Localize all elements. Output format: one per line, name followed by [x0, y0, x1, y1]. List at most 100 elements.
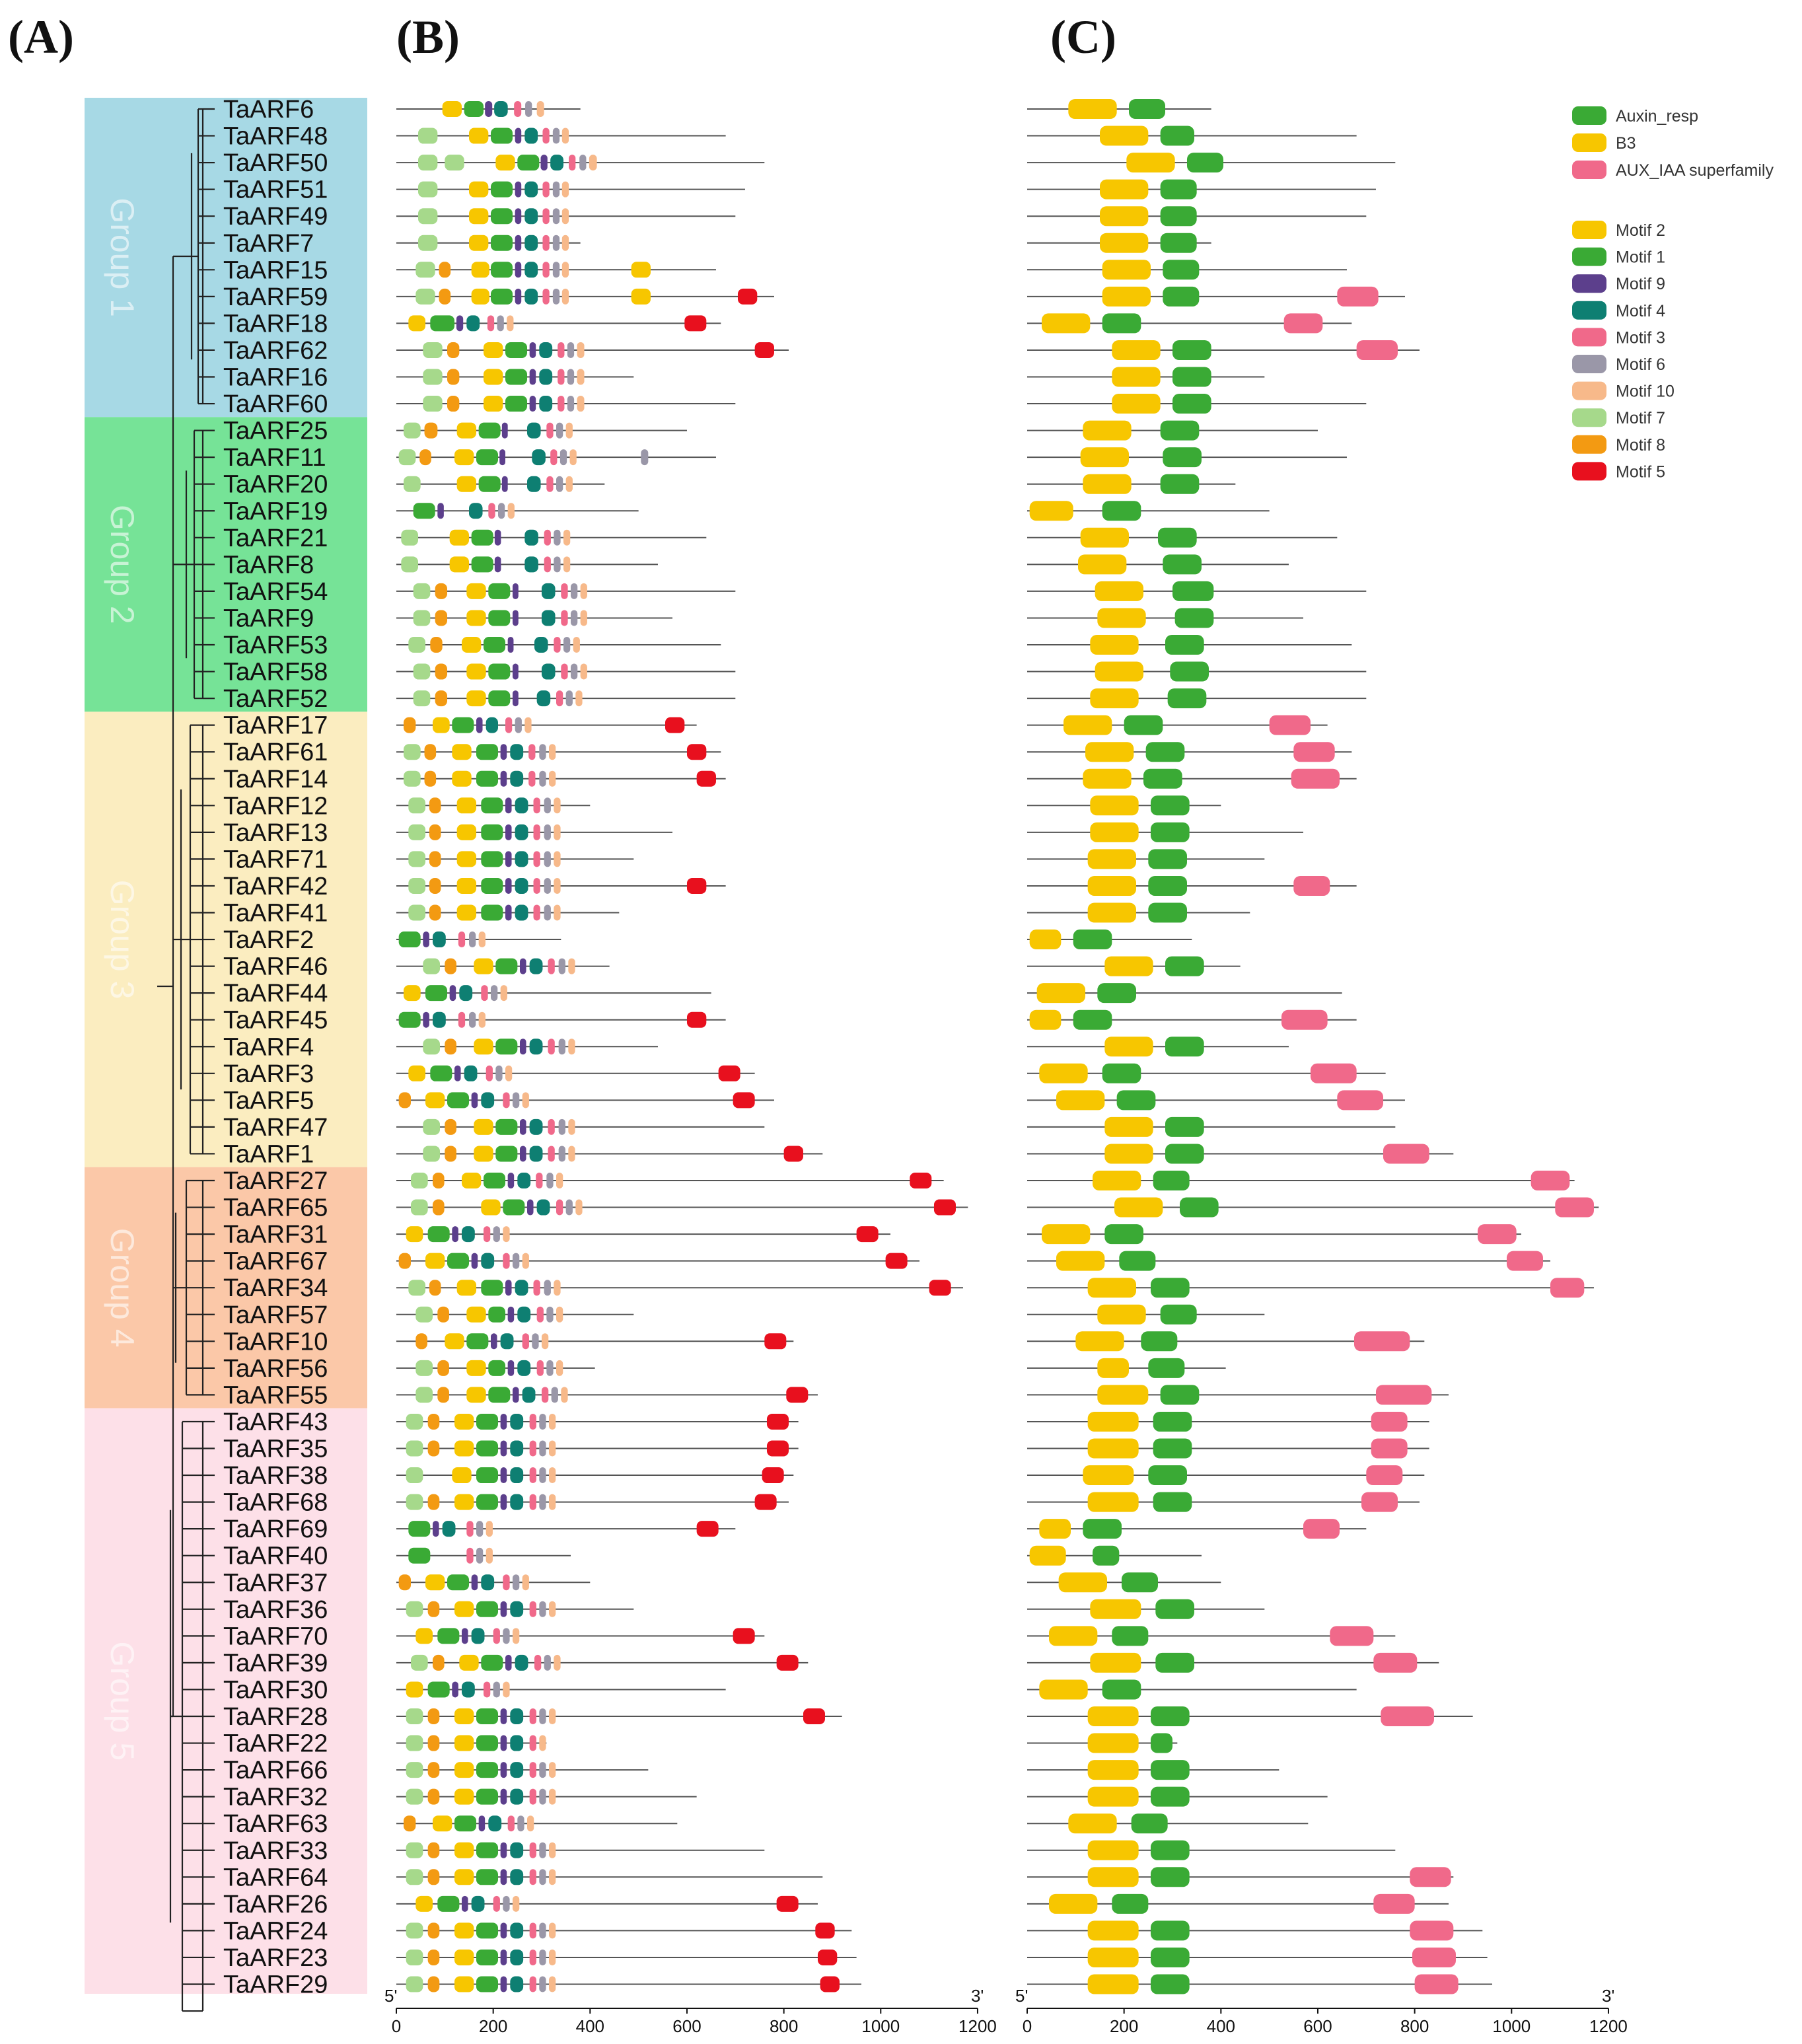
motif-box [529, 1440, 536, 1457]
motif-box [490, 181, 513, 198]
motif-box [430, 637, 443, 653]
motif-box [499, 449, 505, 466]
motif-box [766, 1440, 789, 1457]
axis-tick-label: 400 [1207, 2016, 1235, 2036]
motif-box [476, 1547, 484, 1564]
domain-box [1506, 1251, 1543, 1271]
motif-box [541, 1387, 549, 1403]
motif-box [529, 1869, 536, 1885]
motif-box [548, 1869, 556, 1885]
domain-box [1085, 742, 1134, 762]
legend-label: Motif 1 [1616, 248, 1665, 267]
motif-box [449, 529, 469, 546]
motif-box [493, 1628, 500, 1644]
motif-box [505, 877, 512, 894]
domain-box [1165, 1037, 1204, 1057]
motif-box [435, 583, 447, 599]
domain-box [1092, 1171, 1141, 1190]
motif-box [419, 449, 431, 466]
motif-box [507, 1306, 515, 1323]
motif-box [577, 396, 585, 412]
domain-box [1172, 581, 1214, 601]
motif-box [495, 1146, 518, 1162]
gene-name: TaARF8 [223, 551, 314, 579]
motif-box [534, 637, 548, 653]
motif-box [471, 1628, 485, 1644]
motif-box [424, 770, 437, 787]
motif-box [529, 1467, 536, 1484]
motif-box [548, 1494, 556, 1510]
motif-box [529, 1735, 536, 1751]
motif-box [447, 396, 460, 412]
motif-box [427, 1681, 450, 1698]
motif-box [933, 1199, 956, 1216]
motif-box [539, 369, 553, 385]
motif-box [476, 1842, 498, 1858]
motif-box [488, 1360, 505, 1376]
motif-box [410, 1654, 428, 1671]
motif-box [427, 1762, 440, 1778]
motif-box [490, 208, 513, 225]
domain-box [1121, 1572, 1158, 1593]
gene-name: TaARF53 [223, 632, 328, 659]
motif-box [512, 663, 519, 680]
motif-box [468, 931, 476, 948]
domain-box [1087, 1974, 1139, 1994]
motif-box [539, 770, 546, 787]
legend-swatch [1572, 274, 1606, 293]
domain-box [1150, 1786, 1190, 1807]
motif-box [497, 315, 504, 332]
motif-box [429, 904, 441, 921]
motif-box [476, 1494, 498, 1510]
motif-box [510, 1869, 524, 1885]
domain-box [1119, 1251, 1156, 1271]
motif-box [556, 1360, 563, 1376]
domain-box [1068, 99, 1117, 119]
axis-tick-label: 0 [392, 2016, 401, 2036]
motif-box [524, 208, 538, 225]
motif-box [539, 1976, 546, 1992]
motif-box [481, 985, 488, 1002]
domain-box [1160, 1304, 1197, 1325]
domain-box [1371, 1438, 1408, 1459]
domain-box [1075, 1331, 1124, 1352]
motif-box [415, 1628, 433, 1644]
domain-box [1172, 367, 1211, 387]
motif-box [456, 797, 476, 814]
motif-box [558, 396, 565, 412]
gene-name: TaARF12 [223, 792, 328, 820]
motif-box [445, 1333, 464, 1350]
gene-name: TaARF19 [223, 497, 328, 525]
domain-box [1102, 1679, 1141, 1700]
motif-box [510, 1762, 524, 1778]
motif-box [522, 1253, 529, 1269]
domain-box [1165, 1144, 1204, 1164]
domain-box [1155, 1599, 1194, 1619]
gene-name: TaARF56 [223, 1355, 328, 1383]
motif-box [500, 1762, 507, 1778]
motif-box [544, 529, 551, 546]
domain-box [1095, 581, 1143, 601]
domain-box [1087, 1438, 1139, 1459]
motif-box [456, 315, 464, 332]
domain-box [1097, 608, 1146, 628]
motif-box [486, 1065, 493, 1081]
domain-box [1293, 742, 1335, 762]
motif-box [442, 1521, 456, 1537]
motif-box [575, 690, 583, 707]
motif-box [488, 1306, 505, 1323]
gene-name: TaARF24 [223, 1917, 328, 1945]
motif-box [515, 181, 522, 198]
axis-tick-label: 400 [576, 2016, 604, 2036]
motif-box [522, 1333, 529, 1350]
motif-box [488, 503, 495, 519]
legend-swatch [1572, 462, 1606, 481]
domain-box [1410, 1920, 1454, 1941]
motif-box [515, 877, 528, 894]
motif-box [481, 877, 503, 894]
motif-box [532, 449, 546, 466]
domain-box [1291, 768, 1340, 789]
gene-name: TaARF25 [223, 418, 328, 445]
motif-box [548, 1708, 556, 1724]
motif-box [481, 1280, 503, 1296]
